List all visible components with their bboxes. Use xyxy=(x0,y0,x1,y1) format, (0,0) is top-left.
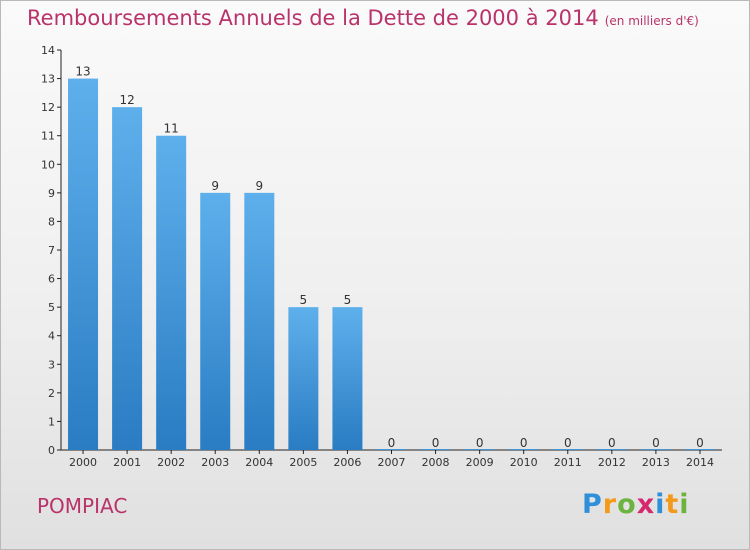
bar xyxy=(420,449,451,450)
x-tick-label: 2006 xyxy=(333,456,361,469)
data-label: 11 xyxy=(164,122,179,136)
y-tick-label: 1 xyxy=(48,415,55,428)
data-label: 13 xyxy=(75,65,90,79)
y-tick-label: 4 xyxy=(48,330,55,343)
data-label: 0 xyxy=(696,436,704,450)
x-tick-label: 2003 xyxy=(201,456,229,469)
chart-title: Remboursements Annuels de la Dette de 20… xyxy=(27,6,699,30)
x-tick-label: 2004 xyxy=(245,456,273,469)
data-label: 0 xyxy=(652,436,660,450)
x-tick-label: 2011 xyxy=(554,456,582,469)
y-tick-label: 7 xyxy=(48,244,55,257)
bar xyxy=(508,449,539,450)
data-label: 5 xyxy=(300,293,308,307)
data-label: 0 xyxy=(608,436,616,450)
y-tick-label: 11 xyxy=(41,130,55,143)
bar xyxy=(156,135,187,450)
x-tick-label: 2014 xyxy=(686,456,714,469)
bar xyxy=(332,307,363,450)
x-tick-label: 2013 xyxy=(642,456,670,469)
bar xyxy=(68,78,99,451)
bar xyxy=(112,107,143,451)
data-label: 9 xyxy=(211,179,219,193)
bar xyxy=(552,449,583,450)
y-tick-label: 13 xyxy=(41,73,55,86)
bar xyxy=(640,449,671,450)
y-tick-label: 10 xyxy=(41,158,55,171)
x-tick-label: 2001 xyxy=(113,456,141,469)
chart-unit-text: (en milliers d'€) xyxy=(604,14,699,28)
bar xyxy=(596,449,627,450)
x-tick-label: 2010 xyxy=(510,456,538,469)
data-label: 0 xyxy=(476,436,484,450)
y-tick-label: 6 xyxy=(48,273,55,286)
data-label: 0 xyxy=(564,436,572,450)
bar xyxy=(684,449,715,450)
x-tick-label: 2012 xyxy=(598,456,626,469)
bar xyxy=(288,307,319,450)
data-label: 0 xyxy=(520,436,528,450)
x-tick-label: 2000 xyxy=(69,456,97,469)
x-tick-label: 2002 xyxy=(157,456,185,469)
data-label: 5 xyxy=(344,293,352,307)
proxiti-logo: Proxiti xyxy=(582,489,690,520)
y-tick-label: 14 xyxy=(41,44,55,57)
data-label: 9 xyxy=(255,179,263,193)
y-tick-label: 9 xyxy=(48,187,55,200)
bar xyxy=(244,192,275,450)
y-tick-label: 5 xyxy=(48,301,55,314)
x-tick-label: 2007 xyxy=(378,456,406,469)
y-tick-label: 8 xyxy=(48,215,55,228)
x-tick-label: 2009 xyxy=(466,456,494,469)
data-label: 0 xyxy=(432,436,440,450)
y-tick-label: 0 xyxy=(48,444,55,457)
data-label: 12 xyxy=(119,93,134,107)
chart-title-text: Remboursements Annuels de la Dette de 20… xyxy=(27,6,599,30)
city-name: POMPIAC xyxy=(37,494,128,518)
bar xyxy=(464,449,495,450)
bar xyxy=(376,449,407,450)
y-tick-label: 2 xyxy=(48,387,55,400)
data-label: 0 xyxy=(388,436,396,450)
x-tick-label: 2005 xyxy=(289,456,317,469)
y-tick-label: 12 xyxy=(41,101,55,114)
y-tick-label: 3 xyxy=(48,358,55,371)
x-tick-label: 2008 xyxy=(422,456,450,469)
bar xyxy=(200,192,231,450)
